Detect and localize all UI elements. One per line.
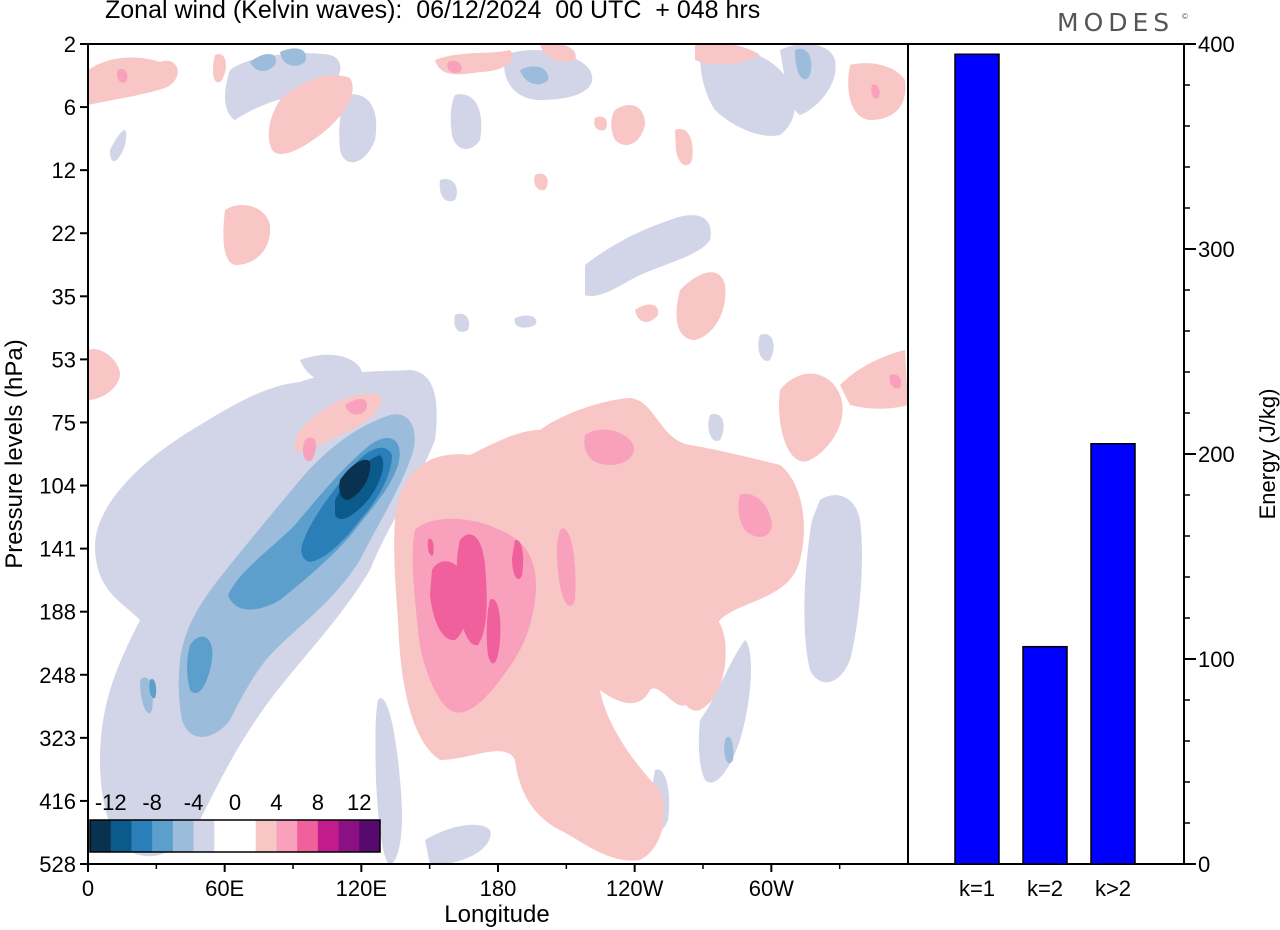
energy-tick-label: 200 xyxy=(1198,442,1235,467)
x-axis-label: Longitude xyxy=(444,901,549,928)
y-tick-label: 104 xyxy=(39,474,76,499)
x-tick-label: 0 xyxy=(82,876,94,901)
energy-bars: k=1 k=2 k>2 xyxy=(954,53,1136,901)
energy-axis-label: Energy (J/kg) xyxy=(1255,389,1280,520)
y-tick-label: 22 xyxy=(52,221,76,246)
colorbar-label: -8 xyxy=(142,790,162,815)
y-tick-label: 528 xyxy=(39,852,76,877)
x-tick-label: 60W xyxy=(749,876,794,901)
energy-tick-label: 400 xyxy=(1198,32,1235,57)
longitude-axis: 0 60E 120E 180 120W 60W xyxy=(82,864,841,901)
brand-logo: MODES xyxy=(1057,8,1175,37)
y-axis-label: Pressure levels (hPa) xyxy=(1,339,28,568)
colorbar-swatch xyxy=(172,820,195,852)
x-tick-label: 180 xyxy=(480,876,517,901)
colorbar-swatch xyxy=(193,820,215,852)
colorbar-swatch xyxy=(255,820,277,852)
colorbar: -12 -8 -4 0 4 8 12 xyxy=(89,790,381,853)
pressure-axis: 2 6 12 22 35 53 75 104 141 188 248 323 416 528 xyxy=(39,32,88,877)
y-tick-label: 2 xyxy=(64,32,76,57)
x-tick-label: 60E xyxy=(205,876,244,901)
colorbar-swatch xyxy=(90,820,112,852)
y-tick-label: 12 xyxy=(52,158,76,183)
colorbar-swatch xyxy=(131,820,153,852)
y-tick-label: 188 xyxy=(39,600,76,625)
colorbar-swatch xyxy=(276,820,298,852)
colorbar-swatch xyxy=(110,820,132,852)
energy-axis: 0 100 200 300 400 xyxy=(1184,32,1235,877)
y-tick-label: 323 xyxy=(39,726,76,751)
colorbar-label: 0 xyxy=(229,790,241,815)
contour-level-8-to-12 xyxy=(427,534,524,664)
contour-level-below-minus-12 xyxy=(301,447,392,562)
colorbar-swatch xyxy=(152,820,174,852)
colorbar-label: 12 xyxy=(347,790,371,815)
colorbar-swatch xyxy=(297,820,319,852)
brand-copyright-mark: © xyxy=(1182,12,1188,21)
bar-category-label: k=1 xyxy=(959,876,995,901)
energy-tick-label: 300 xyxy=(1198,237,1235,262)
colorbar-label: -12 xyxy=(95,790,127,815)
x-tick-label: 120W xyxy=(606,876,664,901)
y-tick-label: 53 xyxy=(52,347,76,372)
energy-tick-label: 0 xyxy=(1198,852,1210,877)
bar-category-label: k>2 xyxy=(1095,876,1131,901)
y-tick-label: 141 xyxy=(39,537,76,562)
x-tick-label: 120E xyxy=(336,876,387,901)
colorbar-swatch xyxy=(235,820,257,852)
energy-bar xyxy=(954,53,1000,865)
colorbar-label: 4 xyxy=(270,790,282,815)
y-tick-label: 416 xyxy=(39,789,76,814)
bar-category-label: k=2 xyxy=(1027,876,1063,901)
energy-bar xyxy=(1022,645,1068,865)
y-tick-label: 6 xyxy=(64,95,76,120)
energy-tick-label: 100 xyxy=(1198,647,1235,672)
zonal-wind-contour-field xyxy=(88,44,908,864)
y-tick-label: 75 xyxy=(52,410,76,435)
colorbar-swatch xyxy=(214,820,236,852)
colorbar-label: 8 xyxy=(312,790,324,815)
colorbar-swatch xyxy=(359,820,381,852)
contour-level-0-to-4 xyxy=(88,44,908,861)
y-tick-label: 248 xyxy=(39,663,76,688)
energy-bar xyxy=(1090,443,1136,865)
colorbar-swatch xyxy=(317,820,340,852)
y-tick-label: 35 xyxy=(52,284,76,309)
colorbar-swatch xyxy=(338,820,360,852)
chart-title: Zonal wind (Kelvin waves): 06/12/2024 00… xyxy=(105,0,761,24)
colorbar-frame xyxy=(89,819,381,853)
colorbar-label: -4 xyxy=(184,790,204,815)
